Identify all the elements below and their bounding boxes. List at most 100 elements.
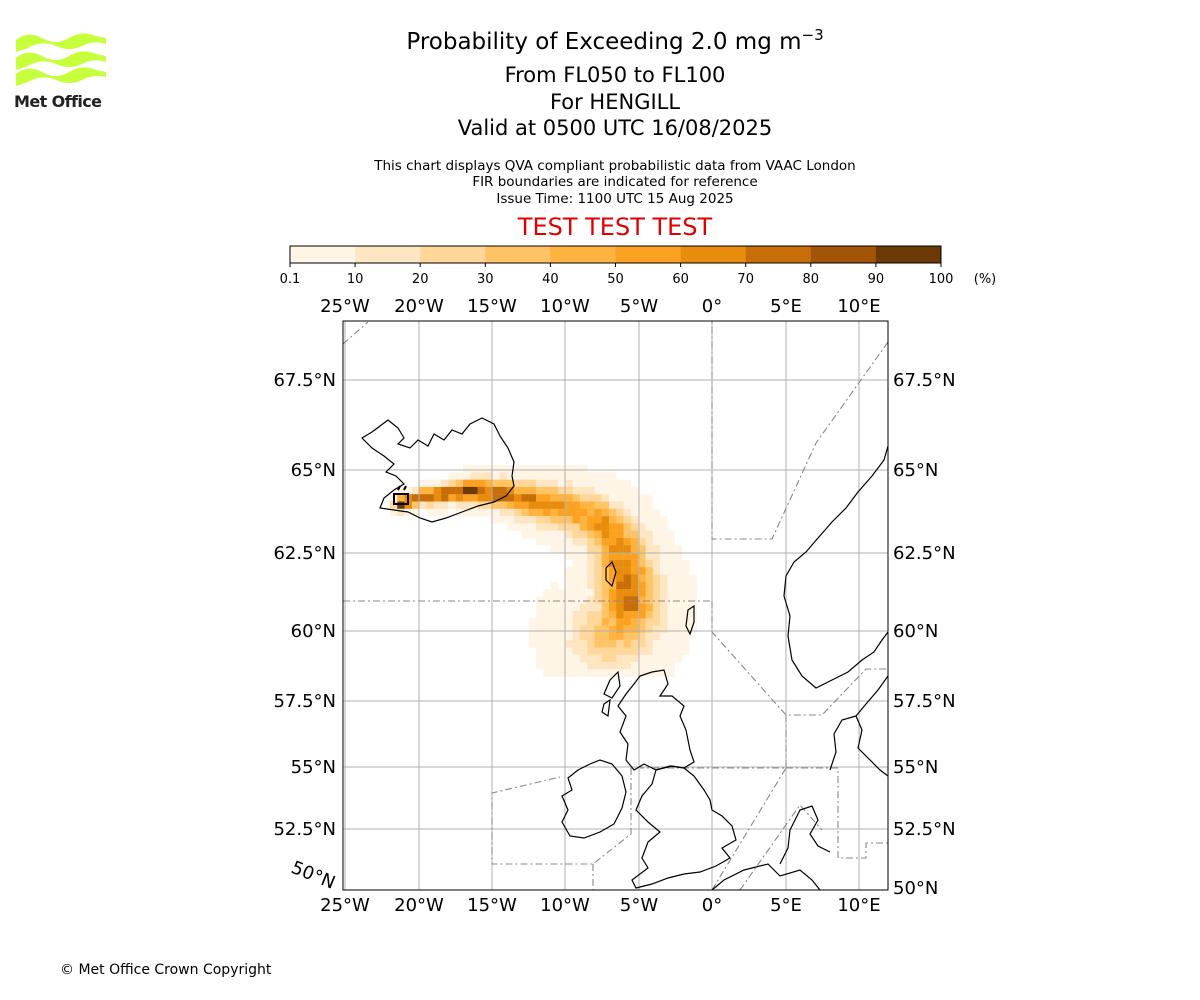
probability-cell [594,523,602,531]
probability-cell [616,508,624,517]
axis-labels: 25°W 25°W 20°W 20°W 15°W 15°W 10°W 10°W 5°W 5°W 0°… [273,296,955,916]
probability-cell [645,538,653,546]
fir-boundary-reykjavik [343,321,369,345]
probability-cell [521,472,529,480]
probability-cell [689,581,697,590]
coast-denmark [829,715,888,777]
probability-cell [660,559,668,568]
colorbar-tick-label: 10 [347,272,364,287]
probability-cell [397,494,405,502]
probability-cell [652,516,661,524]
probability-cell [630,596,639,604]
copyright-notice: © Met Office Crown Copyright [60,962,272,978]
probability-cell [674,618,683,626]
probability-cell [579,581,588,590]
probability-cell [550,632,559,641]
probability-cell [557,523,566,531]
probability-cell [638,611,646,619]
probability-cell [652,530,661,539]
probability-cell [652,523,661,531]
probability-cell [667,596,675,604]
probability-cell [660,625,668,634]
probability-cell [543,632,551,641]
probability-cell [528,465,537,473]
probability-cell [514,465,522,473]
probability-cell [572,669,580,677]
probability-cell [623,669,632,677]
probability-cell [550,625,559,634]
probability-cell [579,618,588,626]
probability-cell [514,501,522,509]
probability-cell [601,654,610,663]
probability-cell [667,603,675,612]
latitude-label-left: 62.5°N [273,543,336,564]
probability-cell [528,632,537,641]
probability-cell [601,545,610,553]
probability-cell [433,486,442,495]
probability-cell [609,669,617,677]
probability-cell [674,589,683,597]
probability-cell [543,530,551,539]
probability-cell [667,552,675,561]
probability-cell [477,479,486,488]
probability-cell [645,574,653,582]
probability-cell [609,654,617,663]
volcano-name: For HENGILL [549,90,681,114]
probability-cell [667,611,675,619]
probability-cell [484,479,493,488]
probability-cell [572,589,580,597]
probability-cell [645,647,653,655]
probability-cell [484,494,493,502]
probability-cell [514,523,522,531]
probability-cell [587,640,595,648]
probability-cell [536,494,544,502]
probability-cell [448,486,456,495]
probability-cell [477,486,486,495]
probability-cell [601,472,610,480]
probability-cell [638,589,646,597]
probability-cell [630,654,639,663]
probability-cell [565,501,573,509]
coast-hebrides [601,670,621,718]
probability-cell [550,508,559,517]
probability-cell [652,574,661,582]
probability-cell [609,589,617,597]
probability-cell [674,603,683,612]
probability-cell [579,479,588,488]
probability-cell [579,662,588,670]
probability-cell [594,545,602,553]
probability-cell [645,611,653,619]
probability-cell [616,625,624,634]
probability-cell [543,465,551,473]
probability-cell [616,647,624,655]
probability-cell [397,486,405,495]
probability-cell [565,581,573,590]
latitude-label-left: 52.5°N [273,819,336,840]
colorbar-tick-label: 90 [868,272,885,287]
probability-cell [682,559,690,568]
probability-cell [565,618,573,626]
fir-boundary-shannon [491,768,632,865]
probability-cell [630,589,639,597]
probability-cell [572,567,580,575]
probability-cell [426,508,434,517]
probability-cell [514,516,522,524]
probability-cell [630,494,639,502]
probability-cell [528,479,537,488]
probability-cell [521,494,529,502]
probability-cell [667,632,675,641]
probability-cell [652,625,661,634]
probability-cell [609,596,617,604]
longitude-label: 0° [702,895,722,916]
colorbar-segment [615,246,681,263]
probability-cell [587,567,595,575]
probability-cell [645,508,653,517]
probability-cell [492,486,500,495]
probability-cell [601,486,610,495]
probability-cell [645,501,653,509]
probability-cell [463,494,471,502]
probability-cell [594,647,602,655]
probability-cell [550,465,559,473]
probability-cell [652,596,661,604]
probability-cell [601,494,610,502]
